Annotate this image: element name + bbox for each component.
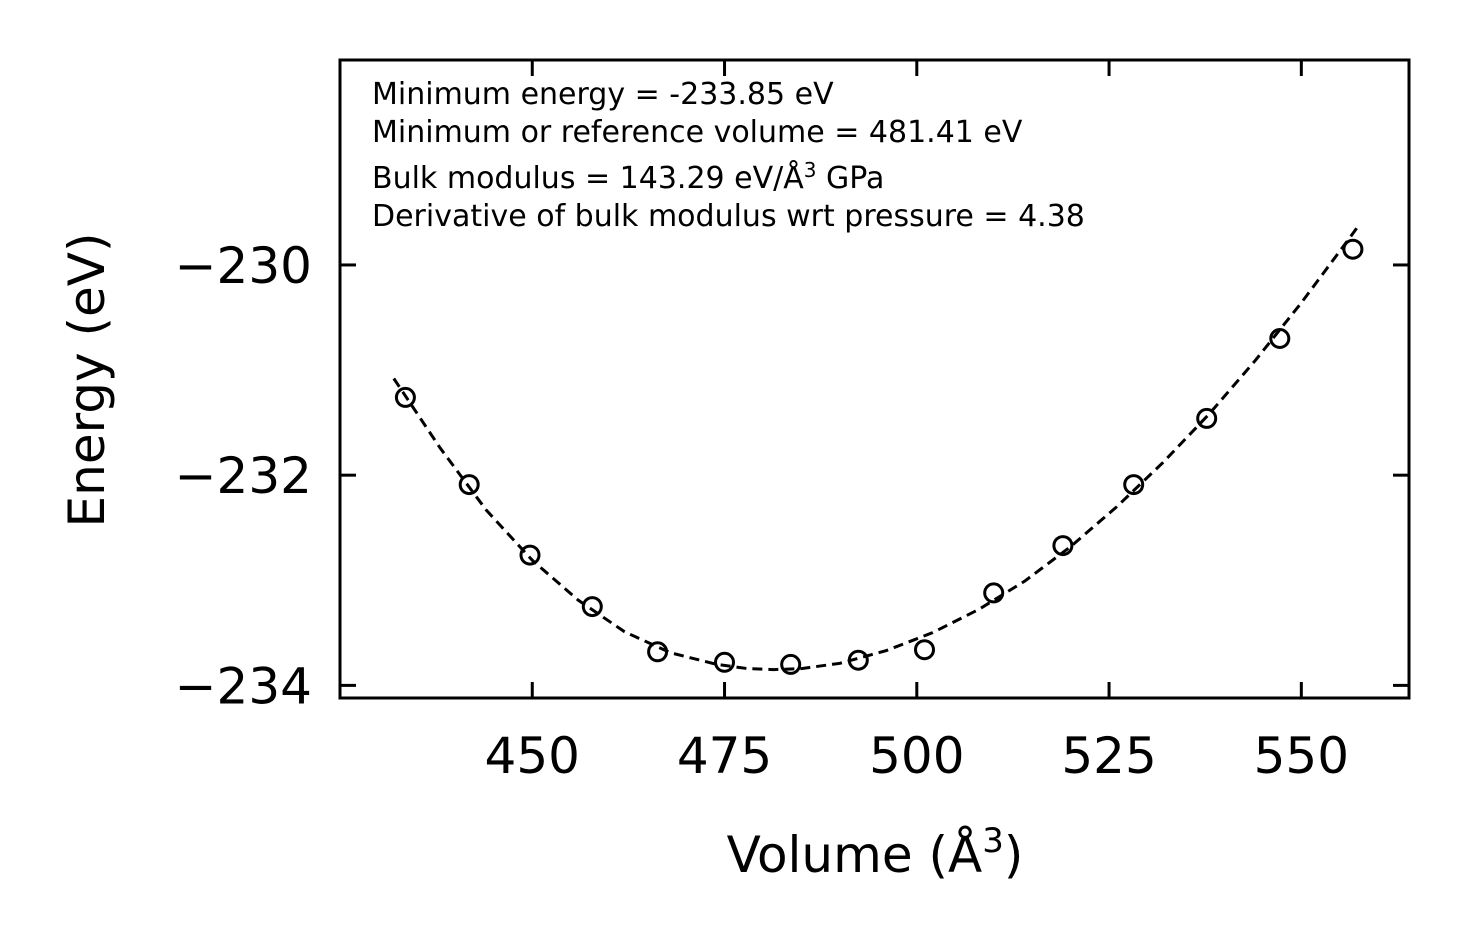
data-point — [1196, 407, 1218, 429]
data-point — [780, 653, 802, 675]
data-point — [394, 386, 416, 408]
data-point — [714, 651, 735, 673]
x-tick-label: 500 — [869, 727, 964, 785]
data-point — [983, 582, 1005, 604]
data-point — [647, 641, 669, 663]
annotation-block: Minimum energy = -233.85 eV Minimum or r… — [372, 77, 1085, 234]
x-axis-label: Volume (Å3) — [727, 821, 1024, 884]
data-point — [581, 596, 603, 618]
data-point — [1269, 328, 1291, 349]
y-axis-label: Energy (eV) — [58, 233, 116, 528]
x-tick-label: 525 — [1061, 727, 1156, 785]
fit-curve-layer — [392, 224, 1361, 672]
annotation-line: Derivative of bulk modulus wrt pressure … — [372, 199, 1085, 234]
ticks-layer: 450 475 500 525 550 −234 −232 −230 — [175, 60, 1409, 785]
data-point — [1342, 238, 1364, 260]
x-tick-label: 550 — [1254, 727, 1349, 785]
data-point — [1052, 535, 1074, 557]
data-point — [914, 639, 935, 661]
data-point — [1123, 474, 1145, 496]
y-tick-label: −234 — [175, 657, 312, 715]
data-point — [847, 649, 869, 671]
annotation-line: Minimum energy = -233.85 eV — [372, 77, 834, 112]
x-tick-label: 450 — [485, 727, 580, 785]
annotation-line: Bulk modulus = 143.29 eV/Å3 GPa — [372, 158, 884, 196]
data-point — [519, 544, 541, 566]
annotation-line: Minimum or reference volume = 481.41 eV — [372, 115, 1023, 150]
plot-frame — [338, 58, 1411, 700]
data-points-layer — [394, 238, 1364, 675]
y-tick-label: −230 — [175, 237, 312, 295]
data-point — [458, 474, 480, 496]
y-tick-label: −232 — [175, 447, 312, 505]
x-tick-label: 475 — [677, 727, 772, 785]
fit-curve — [392, 224, 1361, 672]
